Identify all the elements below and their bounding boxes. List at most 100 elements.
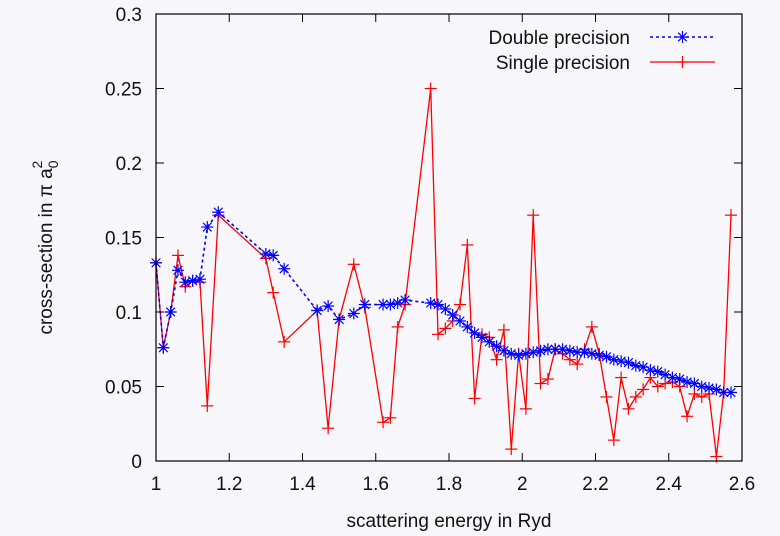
y-axis-title-subscript: 0	[45, 160, 61, 168]
double-precision-point	[193, 273, 206, 286]
double-precision-point	[446, 308, 459, 321]
single-precision-point	[424, 82, 437, 95]
double-precision-point	[483, 335, 496, 348]
x-axis-title: scattering energy in Ryd	[347, 511, 552, 532]
double-precision-point	[644, 364, 657, 377]
series-line-single-precision	[155, 88, 732, 457]
double-precision-point	[703, 381, 716, 394]
double-precision-point	[607, 353, 620, 366]
double-precision-point	[333, 313, 346, 326]
single-precision-point	[201, 399, 214, 412]
y-tick-label: 0.15	[105, 229, 142, 250]
single-precision-point	[607, 434, 620, 447]
x-tick-label: 2.6	[729, 474, 755, 495]
series-layer	[150, 82, 738, 463]
double-precision-point	[534, 344, 547, 357]
double-precision-point	[512, 349, 525, 362]
single-precision-point	[267, 286, 280, 299]
single-precision-point	[322, 422, 335, 435]
single-precision-point	[541, 373, 554, 386]
double-precision-point	[461, 320, 474, 333]
x-tick-label: 2.2	[582, 474, 608, 495]
single-precision-point	[615, 371, 628, 384]
double-precision-point	[259, 247, 272, 260]
double-precision-point	[171, 264, 184, 277]
legend-label-double-precision: Double precision	[488, 28, 630, 49]
single-precision-point	[600, 390, 613, 403]
single-precision-point	[391, 320, 404, 333]
double-precision-point	[164, 306, 177, 318]
double-precision-point	[358, 298, 371, 311]
x-tick-label: 2.4	[656, 474, 683, 495]
x-tick-label: 1.4	[289, 474, 316, 495]
single-precision-point	[637, 383, 650, 396]
single-precision-point	[453, 298, 466, 311]
double-precision-point	[179, 276, 192, 289]
double-precision-point	[439, 303, 452, 316]
y-axis-title: cross-section in π a02	[29, 160, 61, 334]
single-precision-point	[527, 209, 540, 222]
double-precision-point	[695, 380, 708, 393]
double-precision-point	[322, 300, 335, 313]
legend-marker-layer	[676, 31, 689, 68]
double-precision-point	[399, 294, 412, 307]
double-precision-point	[615, 355, 628, 368]
y-tick-label: 0.1	[116, 303, 142, 324]
double-precision-point	[384, 298, 397, 311]
double-precision-point	[527, 346, 540, 359]
x-tick-label: 1.8	[436, 474, 462, 495]
single-precision-point	[377, 416, 390, 429]
single-precision-point	[505, 443, 518, 456]
double-precision-point	[475, 331, 488, 344]
double-precision-point	[578, 346, 591, 359]
double-precision-point	[212, 206, 225, 219]
single-precision-point	[384, 411, 397, 424]
x-tick-label: 1.6	[363, 474, 389, 495]
single-precision-point	[171, 249, 184, 262]
y-tick-label: 0.2	[116, 154, 142, 175]
double-precision-point	[681, 376, 694, 389]
double-precision-point	[519, 347, 532, 360]
double-precision-point	[629, 359, 642, 372]
single-precision-point	[347, 258, 360, 271]
double-precision-point	[424, 297, 437, 310]
single-precision-point	[497, 323, 510, 336]
y-tick-label: 0.25	[105, 80, 142, 101]
x-tick-label: 1.2	[216, 474, 242, 495]
y-tick-label: 0.05	[105, 378, 142, 399]
double-precision-point	[563, 344, 576, 357]
x-tick-label: 2	[517, 474, 528, 495]
double-precision-point	[593, 349, 606, 362]
single-precision-point	[651, 380, 664, 393]
single-precision-point	[490, 353, 503, 366]
double-precision-point	[157, 341, 170, 354]
single-precision-point	[629, 390, 642, 403]
double-precision-point	[725, 386, 738, 399]
y-axis-title-main: cross-section in π a	[36, 168, 57, 335]
double-precision-point	[490, 340, 503, 353]
single-precision-point	[468, 392, 481, 405]
single-precision-point	[585, 320, 598, 333]
single-precision-point	[519, 402, 532, 415]
double-precision-point	[666, 371, 679, 384]
double-precision-point	[201, 221, 214, 234]
double-precision-point	[556, 343, 569, 356]
double-precision-point	[549, 343, 562, 356]
double-precision-point	[311, 304, 324, 317]
single-precision-point	[432, 328, 445, 341]
y-axis-title-superscript: 2	[29, 160, 45, 168]
single-precision-point	[439, 322, 452, 335]
x-tick-label: 1	[151, 474, 162, 495]
legend-marker-single-precision	[676, 56, 689, 68]
double-precision-point	[453, 314, 466, 327]
y-tick-label: 0	[131, 452, 142, 473]
double-precision-point	[278, 262, 291, 275]
double-precision-point	[432, 298, 445, 311]
single-precision-point	[725, 209, 738, 222]
y-tick-label: 0.3	[116, 5, 142, 26]
double-precision-point	[505, 347, 518, 360]
single-precision-point	[681, 410, 694, 423]
single-precision-point	[695, 390, 708, 403]
